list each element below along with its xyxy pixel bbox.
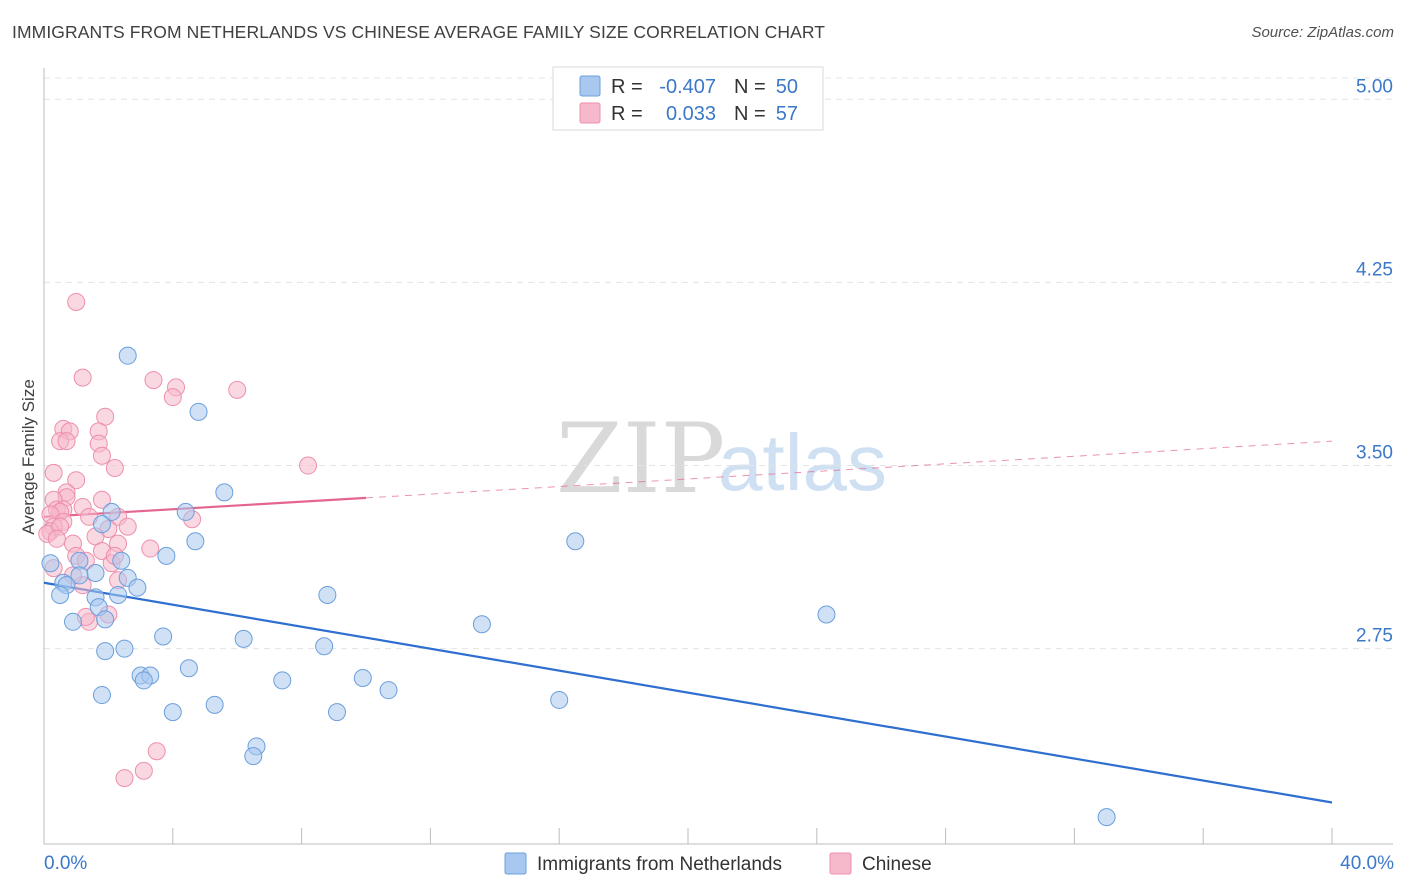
bottom-legend-label-netherlands: Immigrants from Netherlands — [537, 854, 782, 875]
point-chinese — [57, 432, 76, 451]
point-netherlands — [163, 703, 182, 722]
point-chinese — [73, 368, 92, 387]
bottom-legend-swatch-netherlands — [504, 852, 527, 875]
point-chinese — [105, 458, 124, 477]
point-netherlands — [189, 402, 208, 421]
point-netherlands — [102, 502, 121, 521]
point-netherlands — [112, 551, 131, 570]
point-chinese — [147, 742, 166, 761]
legend-top: R = -0.407 N = 50 R = 0.033 N = 57 — [552, 66, 824, 131]
legend-r-label-2: R = — [611, 103, 643, 125]
data-points — [38, 292, 1116, 827]
trend-lines — [43, 440, 1333, 804]
chart-title: IMMIGRANTS FROM NETHERLANDS VS CHINESE A… — [12, 22, 826, 42]
legend-swatch-netherlands — [579, 75, 601, 97]
point-netherlands — [315, 637, 334, 656]
point-netherlands — [566, 532, 585, 551]
point-netherlands — [63, 612, 82, 631]
axes — [43, 68, 1393, 845]
gridlines — [44, 77, 1393, 650]
bottom-legend-label-chinese: Chinese — [862, 854, 932, 875]
point-chinese — [67, 471, 86, 490]
watermark-atlas: atlas — [718, 418, 887, 507]
legend-swatch-chinese — [579, 102, 601, 124]
point-netherlands — [215, 483, 234, 502]
point-netherlands — [51, 585, 70, 604]
point-netherlands — [318, 585, 337, 604]
point-netherlands — [118, 346, 137, 365]
point-netherlands — [328, 703, 347, 722]
point-chinese — [141, 539, 160, 558]
point-netherlands — [92, 515, 111, 534]
point-chinese — [115, 769, 134, 788]
point-netherlands — [179, 659, 198, 678]
y-tick-label: 2.75 — [1356, 626, 1393, 647]
legend-n-value-2: 57 — [776, 103, 798, 125]
point-netherlands — [1097, 808, 1116, 827]
y-tick-label: 5.00 — [1356, 76, 1393, 97]
point-chinese — [67, 292, 86, 311]
point-netherlands — [115, 639, 134, 658]
point-netherlands — [70, 566, 89, 585]
point-chinese — [118, 517, 137, 536]
legend-r-value-1: -0.407 — [659, 76, 716, 98]
legend-n-value-1: 50 — [776, 76, 798, 98]
trend-netherlands — [43, 581, 1333, 804]
legend-n-label-1: N = — [734, 76, 766, 98]
point-chinese — [44, 463, 63, 482]
point-netherlands — [205, 695, 224, 714]
point-netherlands — [186, 532, 205, 551]
point-netherlands — [273, 671, 292, 690]
point-chinese — [228, 380, 247, 399]
source-label: Source: ZipAtlas.com — [1251, 24, 1394, 41]
point-netherlands — [86, 563, 105, 582]
point-netherlands — [134, 671, 153, 690]
point-netherlands — [92, 686, 111, 705]
point-netherlands — [353, 668, 372, 687]
point-chinese — [92, 446, 111, 465]
point-netherlands — [817, 605, 836, 624]
point-netherlands — [472, 615, 491, 634]
point-netherlands — [128, 578, 147, 597]
point-netherlands — [109, 585, 128, 604]
point-chinese — [47, 529, 66, 548]
y-tick-label: 3.50 — [1356, 443, 1393, 464]
point-netherlands — [154, 627, 173, 646]
watermark: ZIP atlas — [556, 403, 887, 515]
x-tick-label-max: 40.0% — [1340, 853, 1394, 874]
point-chinese — [299, 456, 318, 475]
point-chinese — [134, 761, 153, 780]
legend-bottom: Immigrants from Netherlands Chinese — [504, 852, 932, 875]
point-chinese — [92, 490, 111, 509]
legend-r-label-1: R = — [611, 76, 643, 98]
watermark-zip: ZIP — [556, 403, 725, 515]
point-chinese — [163, 388, 182, 407]
point-netherlands — [379, 681, 398, 700]
trend-chinese-dashed — [365, 440, 1333, 499]
bottom-legend-swatch-chinese — [829, 852, 852, 875]
point-netherlands — [244, 747, 263, 766]
x-tick-label-min: 0.0% — [44, 853, 87, 874]
legend-r-value-2: 0.033 — [666, 103, 716, 125]
point-netherlands — [234, 629, 253, 648]
point-netherlands — [550, 690, 569, 709]
point-netherlands — [176, 502, 195, 521]
point-netherlands — [96, 642, 115, 661]
y-axis-label: Average Family Size — [19, 379, 38, 535]
point-netherlands — [41, 554, 60, 573]
y-tick-label: 4.25 — [1356, 259, 1393, 280]
legend-n-label-2: N = — [734, 103, 766, 125]
point-chinese — [144, 371, 163, 390]
point-netherlands — [96, 610, 115, 629]
point-netherlands — [157, 546, 176, 565]
series-netherlands-points — [41, 346, 1116, 827]
trend-chinese-solid — [43, 496, 367, 518]
